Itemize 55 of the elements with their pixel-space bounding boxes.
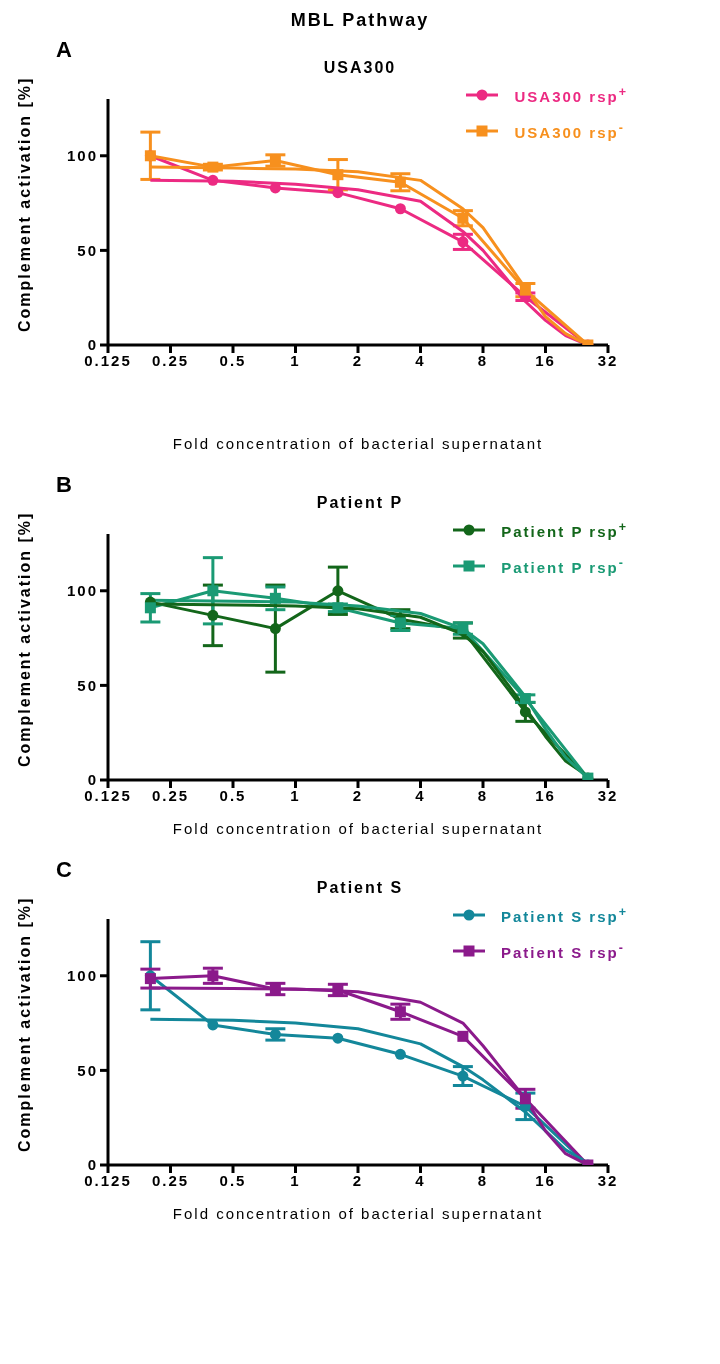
x-tick-label: 16 — [535, 1171, 556, 1189]
chart-subtitle: USA300 — [323, 59, 397, 76]
x-tick-label: 0.25 — [151, 1171, 190, 1189]
x-tick-label: 2 — [352, 1171, 364, 1189]
x-tick-label: 1 — [290, 1171, 301, 1189]
x-tick-label: 16 — [535, 786, 556, 804]
y-tick-label: 0 — [87, 1156, 98, 1174]
x-tick-label: 0.25 — [151, 786, 190, 804]
y-axis-title: Complement activation [%] — [15, 896, 33, 1152]
legend-label: Patient S rsp$^{+}$ — [500, 905, 628, 925]
text: B — [56, 472, 72, 498]
y-tick-label: 100 — [66, 967, 98, 985]
x-tick-label: 0.5 — [219, 1171, 247, 1189]
x-axis-title: Fold concentration of bacterial supernatant — [171, 820, 545, 837]
y-tick-label: 50 — [77, 676, 98, 694]
x-tick-label: 0.125 — [84, 351, 132, 369]
y-axis-title: Complement activation [%] — [15, 76, 33, 332]
x-tick-label: 1 — [290, 351, 301, 369]
y-tick-label: 0 — [87, 771, 98, 789]
y-tick-label: 50 — [77, 1061, 98, 1079]
x-tick-label: 4 — [415, 351, 426, 369]
x-tick-label: 2 — [352, 351, 364, 369]
chart-title: MBL Pathway — [289, 9, 431, 31]
x-tick-label: 0.25 — [151, 351, 190, 369]
legend-label: Patient P rsp$^{+}$ — [501, 520, 628, 540]
legend-label: USA300 rsp$^{-}$ — [514, 121, 625, 141]
x-tick-label: 8 — [477, 1171, 489, 1189]
x-tick-label: 4 — [415, 1171, 426, 1189]
text: A — [56, 37, 72, 63]
x-tick-label: 0.5 — [219, 786, 247, 804]
y-tick-label: 50 — [77, 241, 98, 259]
chart-title: Patient P — [316, 494, 404, 511]
y-tick-label: 0 — [87, 336, 98, 354]
x-tick-label: 32 — [597, 1171, 619, 1189]
chart-title: Patient S — [316, 879, 404, 896]
y-tick-label: 100 — [66, 147, 98, 165]
x-tick-label: 2 — [352, 786, 364, 804]
x-tick-label: 16 — [535, 351, 556, 369]
y-tick-label: 100 — [66, 582, 98, 600]
legend-label: Patient S rsp$^{-}$ — [500, 941, 625, 961]
legend-label: USA300 rsp$^{+}$ — [514, 85, 628, 105]
x-axis-title: Fold concentration of bacterial supernatant — [171, 1205, 545, 1222]
x-tick-label: 1 — [290, 786, 301, 804]
x-tick-label: 0.125 — [84, 786, 132, 804]
x-tick-label: 0.5 — [219, 351, 247, 369]
x-axis-title: Fold concentration of bacterial supernatant — [171, 435, 545, 452]
x-tick-label: 4 — [415, 786, 426, 804]
y-axis-title: Complement activation [%] — [15, 511, 33, 767]
x-tick-label: 8 — [477, 351, 489, 369]
x-tick-label: 32 — [597, 351, 619, 369]
legend-label: Patient P rsp$^{-}$ — [501, 556, 625, 576]
text: C — [56, 857, 72, 883]
x-tick-label: 32 — [597, 786, 619, 804]
x-tick-label: 0.125 — [84, 1171, 132, 1189]
x-tick-label: 8 — [477, 786, 489, 804]
